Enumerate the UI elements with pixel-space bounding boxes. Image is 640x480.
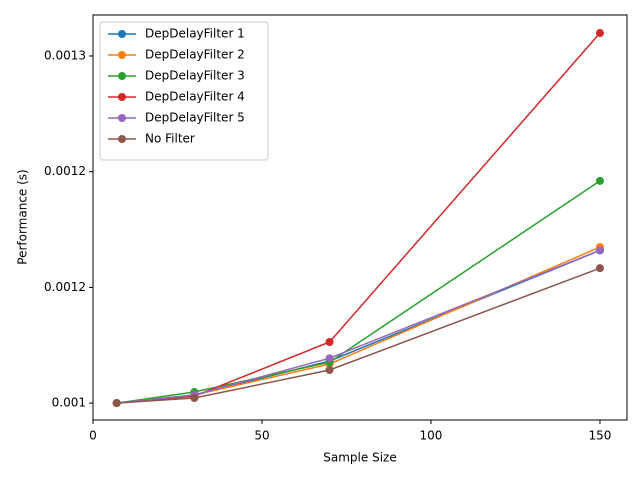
y-tick-label: 0.0012 — [44, 164, 86, 178]
data-point — [325, 354, 334, 363]
data-point — [595, 29, 604, 38]
legend-label: No Filter — [145, 132, 195, 146]
series-line — [116, 246, 601, 404]
legend-box — [99, 21, 269, 161]
legend-marker — [118, 93, 126, 101]
x-tick-label: 0 — [89, 429, 97, 443]
y-tick-label: 0.001 — [52, 396, 86, 410]
legend-label: DepDelayFilter 5 — [145, 111, 245, 125]
legend-marker — [118, 135, 126, 143]
legend-label: DepDelayFilter 2 — [145, 48, 245, 62]
data-point — [190, 394, 199, 403]
data-point — [595, 176, 604, 185]
series-line — [116, 249, 601, 404]
data-point — [325, 338, 334, 347]
x-axis-label: Sample Size — [323, 451, 396, 465]
y-tick-label: 0.0012 — [44, 280, 86, 294]
legend-marker — [118, 114, 126, 122]
legend-label: DepDelayFilter 3 — [145, 69, 245, 83]
plot-frame — [92, 14, 628, 421]
data-point — [112, 399, 121, 408]
series-line — [116, 249, 601, 404]
data-point — [595, 264, 604, 273]
legend-label: DepDelayFilter 1 — [145, 27, 245, 41]
legend-marker — [118, 72, 126, 80]
data-point — [325, 366, 334, 375]
x-tick-label: 100 — [420, 429, 443, 443]
legend-marker — [118, 51, 126, 59]
x-tick-label: 50 — [254, 429, 269, 443]
legend-label: DepDelayFilter 4 — [145, 90, 245, 104]
x-tick-label: 150 — [589, 429, 612, 443]
series-line — [116, 267, 601, 404]
series-line — [116, 180, 601, 404]
legend-marker — [118, 30, 126, 38]
y-axis-label: Performance (s) — [16, 169, 30, 264]
data-point — [595, 246, 604, 255]
y-tick-label: 0.0013 — [44, 48, 86, 62]
